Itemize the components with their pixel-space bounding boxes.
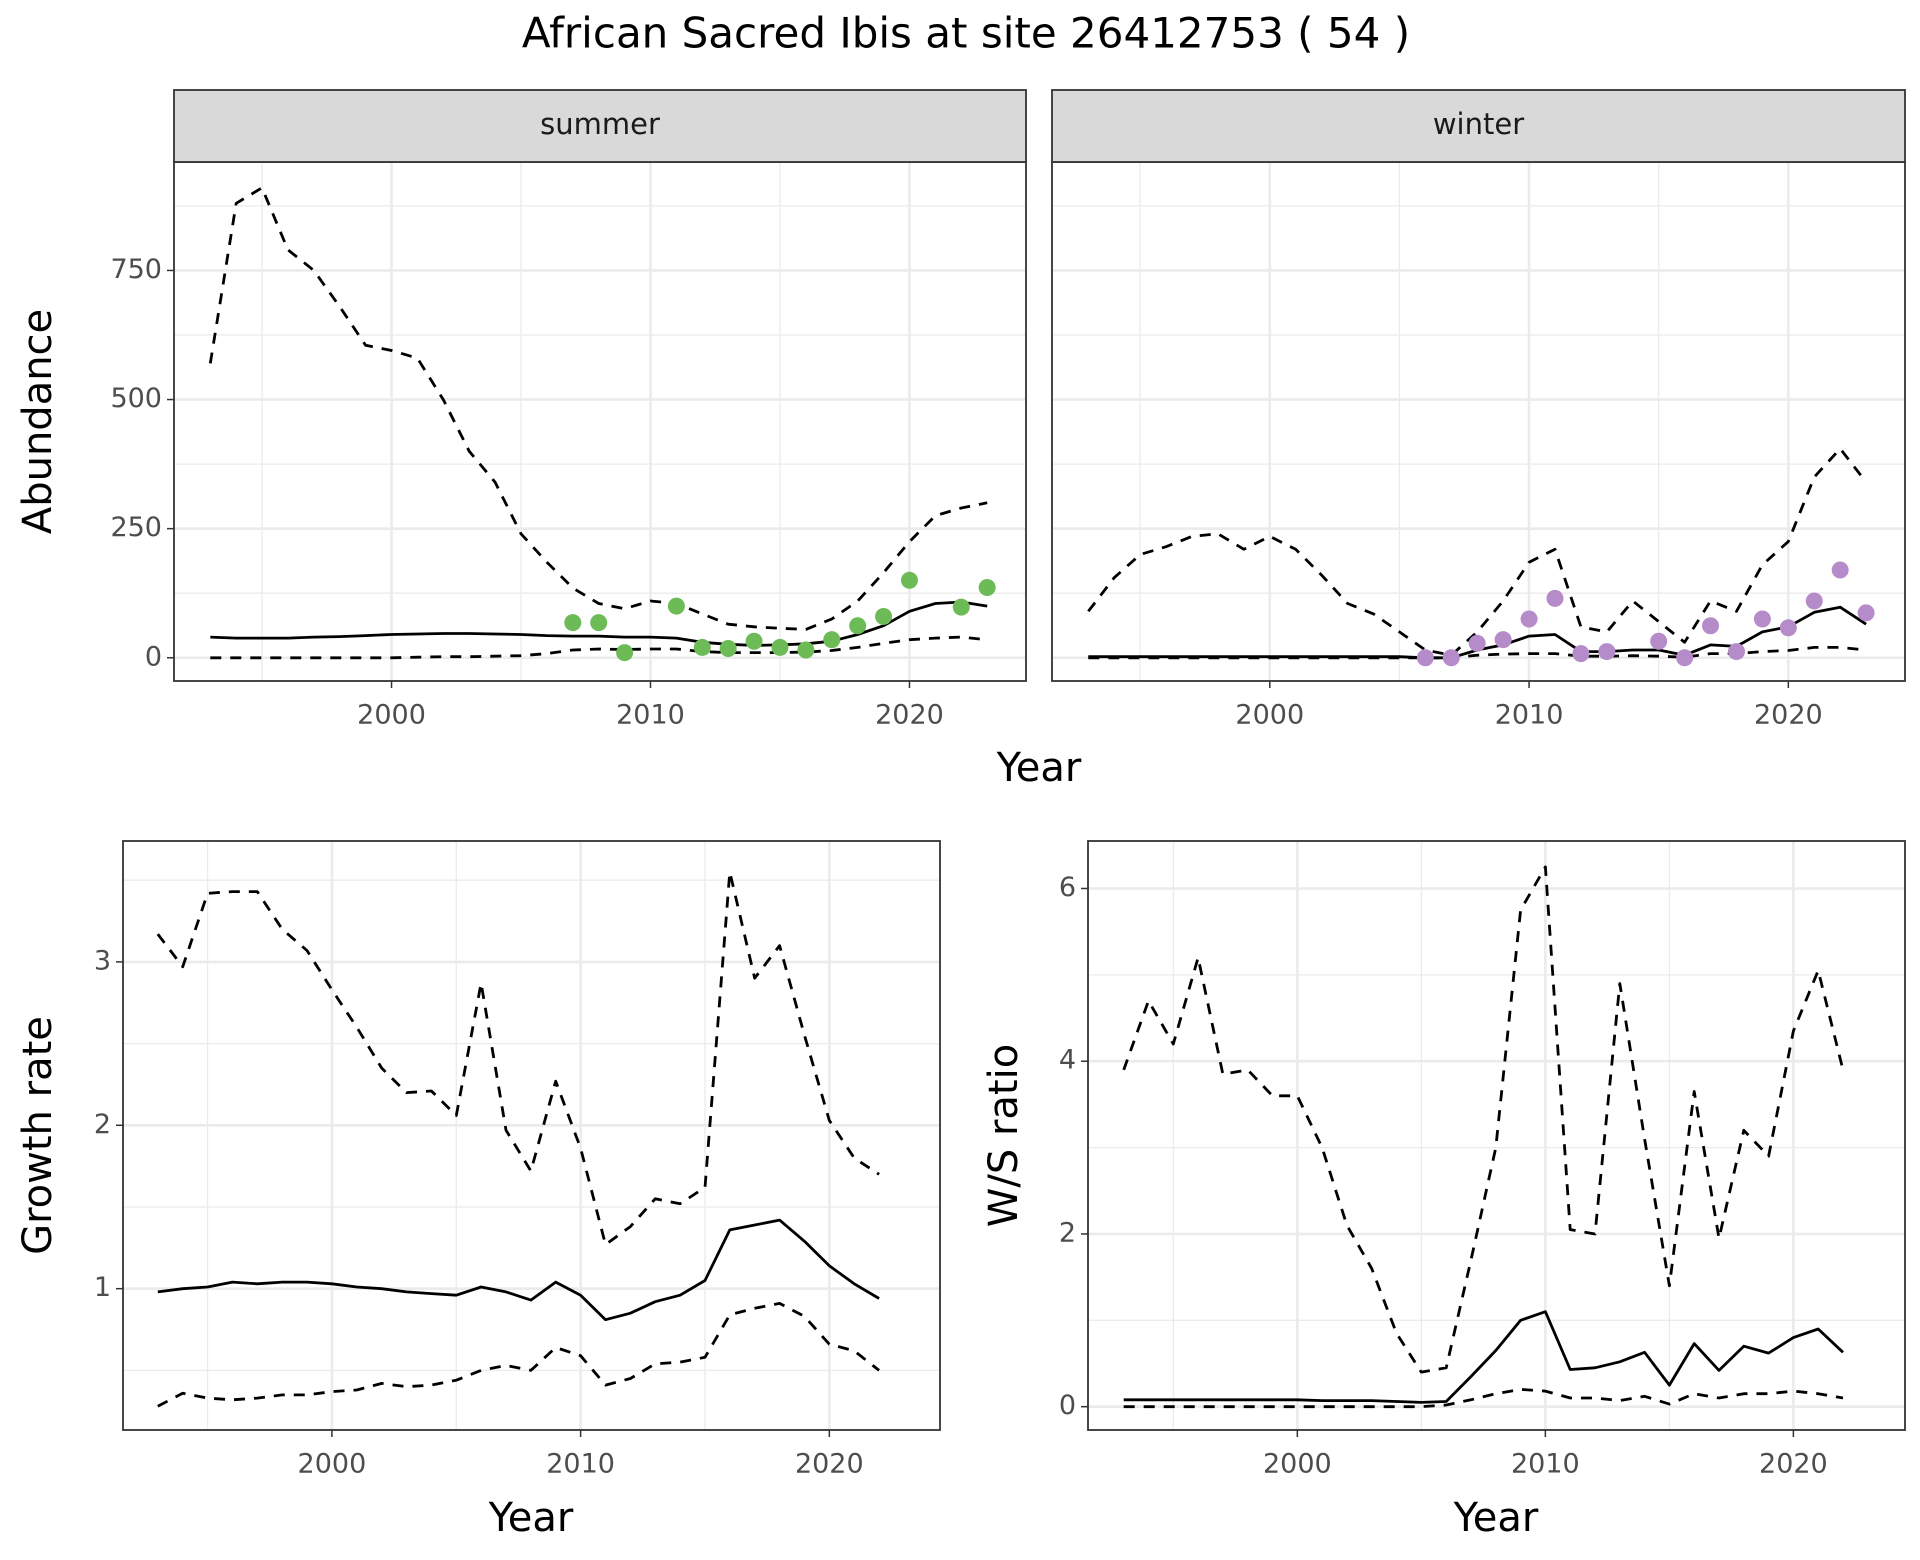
data-point [1494, 631, 1512, 649]
series-line [1123, 1388, 1844, 1409]
data-point [1546, 589, 1564, 607]
data-point [797, 641, 815, 659]
data-point [1520, 610, 1538, 628]
panel-background [123, 841, 940, 1430]
strip [173, 89, 1027, 163]
x-tick-label: 2000 [298, 1449, 367, 1480]
data-point [1650, 632, 1668, 650]
series-line [1123, 1310, 1844, 1404]
data-point [719, 639, 737, 657]
y-tick-label: 250 [110, 512, 162, 543]
y-tick-label: 6 [1059, 872, 1076, 903]
y-axis-label: Abundance [15, 309, 61, 534]
y-tick-label: 0 [1059, 1390, 1076, 1421]
data-point [771, 638, 789, 656]
series-line [157, 1218, 880, 1322]
data-point [1468, 634, 1486, 652]
panel-border [122, 840, 941, 1431]
data-point [693, 638, 711, 656]
x-axis-label: Year [1453, 1495, 1539, 1541]
strip-label: summer [540, 107, 660, 141]
data-point [823, 631, 841, 649]
x-tick-label: 2020 [795, 1449, 864, 1480]
series-line [210, 635, 988, 660]
data-point [952, 598, 970, 616]
data-point [1442, 649, 1460, 667]
x-axis-label: Year [488, 1495, 574, 1541]
strip-label: winter [1433, 107, 1524, 141]
y-tick-label: 1 [94, 1272, 111, 1303]
data-point [1598, 643, 1616, 661]
y-axis-label: W/S ratio [981, 1044, 1027, 1227]
series-line [157, 1302, 880, 1408]
panel-background [174, 162, 1026, 681]
data-point [1753, 610, 1771, 628]
data-point [745, 632, 763, 650]
x-tick-label: 2010 [616, 700, 685, 731]
y-tick-label: 0 [145, 641, 162, 672]
data-point [1779, 619, 1797, 637]
data-point [1676, 649, 1694, 667]
data-point [849, 617, 867, 635]
x-tick-label: 2010 [1511, 1449, 1580, 1480]
series-line [210, 600, 988, 647]
x-tick-label: 2010 [1495, 700, 1564, 731]
y-tick-label: 2 [94, 1109, 111, 1140]
data-point [667, 597, 685, 615]
x-tick-label: 2020 [1759, 1449, 1828, 1480]
y-tick-label: 3 [94, 945, 111, 976]
y-axis-label: Growth rate [15, 1016, 61, 1255]
data-point [616, 644, 634, 662]
data-point [1805, 592, 1823, 610]
data-point [1857, 604, 1875, 622]
series-line [1087, 447, 1868, 657]
x-tick-label: 2000 [1235, 700, 1304, 731]
data-point [875, 607, 893, 625]
data-point [1416, 649, 1434, 667]
panel-background [1052, 162, 1905, 681]
x-tick-label: 2000 [1263, 1449, 1332, 1480]
x-axis-label: Year [996, 745, 1082, 791]
panel-border [1087, 840, 1906, 1431]
data-point [900, 571, 918, 589]
x-tick-label: 2010 [546, 1449, 615, 1480]
data-point [1831, 561, 1849, 579]
series-line [208, 186, 988, 631]
x-tick-label: 2000 [357, 700, 426, 731]
data-point [1572, 645, 1590, 663]
x-tick-label: 2020 [875, 700, 944, 731]
data-point [564, 614, 582, 632]
x-tick-label: 2020 [1754, 700, 1823, 731]
data-point [978, 579, 996, 597]
data-point [590, 614, 608, 632]
y-tick-label: 2 [1059, 1217, 1076, 1248]
y-tick-label: 4 [1059, 1045, 1076, 1076]
figure-title: African Sacred Ibis at site 26412753 ( 5… [522, 9, 1410, 58]
data-point [1702, 617, 1720, 635]
strip [1051, 89, 1906, 163]
series-line [156, 870, 880, 1246]
y-tick-label: 750 [110, 254, 162, 285]
data-point [1727, 643, 1745, 661]
y-tick-label: 500 [110, 383, 162, 414]
